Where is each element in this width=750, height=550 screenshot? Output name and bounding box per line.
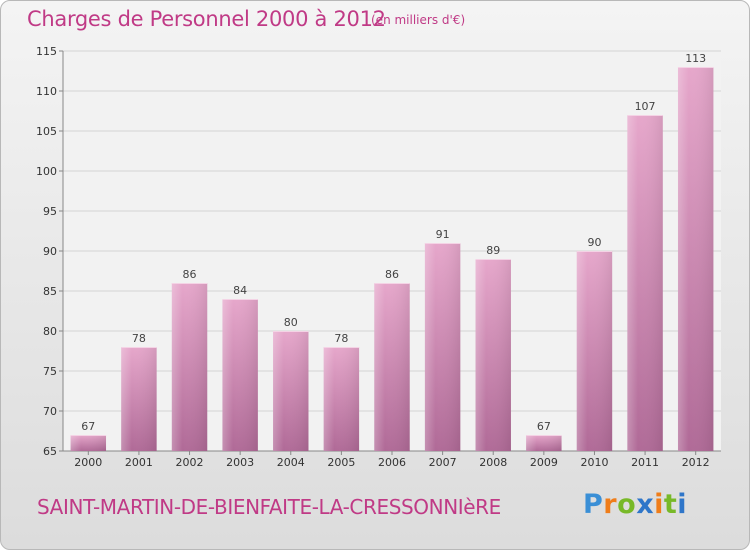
data-label: 107 — [635, 100, 656, 113]
y-tick-label: 110 — [36, 85, 57, 98]
x-tick-label: 2003 — [226, 456, 254, 469]
data-label: 91 — [436, 228, 450, 241]
y-tick-label: 95 — [43, 205, 57, 218]
bar-shading — [121, 347, 157, 451]
data-label: 113 — [685, 52, 706, 65]
logo-letter: t — [663, 489, 678, 520]
bar-shading — [677, 67, 714, 451]
y-tick-label: 80 — [43, 325, 57, 338]
y-tick-label: 90 — [43, 245, 57, 258]
logo-letter: P — [583, 489, 604, 520]
data-label: 78 — [132, 332, 146, 345]
logo-letter: r — [603, 489, 618, 520]
chart-subtitle: (en milliers d'€) — [371, 13, 466, 27]
bar-shading — [424, 243, 461, 451]
x-tick-label: 2004 — [277, 456, 305, 469]
data-label: 90 — [587, 236, 601, 249]
bar-shading — [323, 347, 360, 451]
data-label: 86 — [385, 268, 399, 281]
data-label: 67 — [81, 420, 95, 433]
y-tick-label: 100 — [36, 165, 57, 178]
y-tick-label: 70 — [43, 405, 57, 418]
y-tick-label: 115 — [36, 45, 57, 58]
x-tick-label: 2010 — [580, 456, 608, 469]
data-label: 89 — [486, 244, 500, 257]
x-tick-label: 2001 — [125, 456, 153, 469]
y-tick-label: 65 — [43, 445, 57, 458]
data-label: 78 — [334, 332, 348, 345]
x-tick-label: 2011 — [631, 456, 659, 469]
y-tick-label: 105 — [36, 125, 57, 138]
x-tick-label: 2006 — [378, 456, 406, 469]
chart-title: Charges de Personnel 2000 à 2012 — [27, 7, 386, 31]
x-tick-label: 2000 — [74, 456, 102, 469]
bar-shading — [273, 331, 309, 451]
logo-letter: i — [654, 489, 664, 520]
logo-letter: i — [677, 489, 688, 520]
bar-shading — [222, 299, 258, 451]
proxiti-logo: Proxiti — [583, 489, 687, 520]
bar-shading — [627, 115, 663, 451]
logo-letter: x — [636, 489, 655, 520]
x-tick-label: 2002 — [176, 456, 204, 469]
data-label: 84 — [233, 284, 247, 297]
logo-letter: o — [617, 489, 637, 520]
y-tick-label: 75 — [43, 365, 57, 378]
x-tick-label: 2012 — [682, 456, 710, 469]
y-tick-label: 85 — [43, 285, 57, 298]
bar-shading — [171, 283, 208, 451]
x-tick-label: 2009 — [530, 456, 558, 469]
x-tick-label: 2008 — [479, 456, 507, 469]
bar-shading — [576, 251, 613, 451]
bar-shading — [374, 283, 410, 451]
bar-shading — [475, 259, 511, 451]
data-label: 86 — [183, 268, 197, 281]
commune-name: SAINT-MARTIN-DE-BIENFAITE-LA-CRESSONNIèR… — [37, 495, 501, 519]
bar-shading — [526, 435, 562, 451]
x-tick-label: 2007 — [429, 456, 457, 469]
data-label: 67 — [537, 420, 551, 433]
x-tick-label: 2005 — [327, 456, 355, 469]
bar-shading — [70, 435, 107, 451]
data-label: 80 — [284, 316, 298, 329]
